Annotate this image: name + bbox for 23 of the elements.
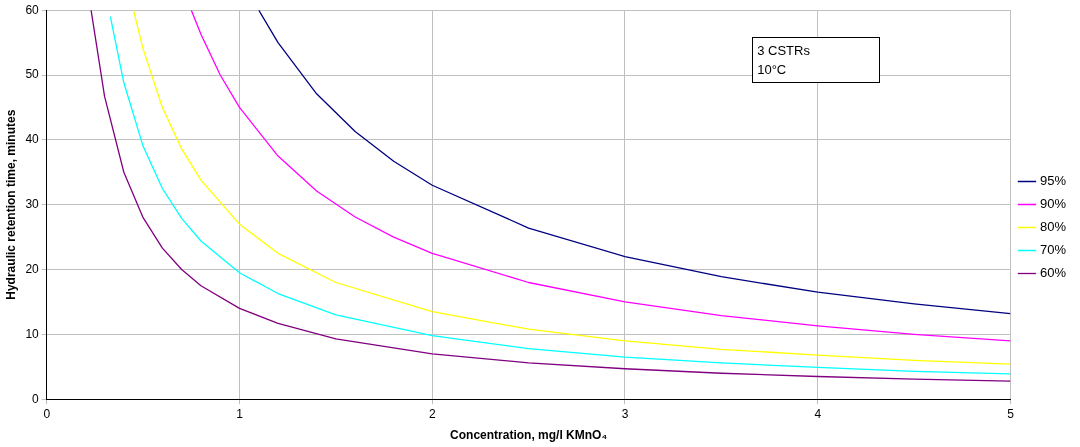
note-box: 3 CSTRs 10°C [752,37,881,84]
x-tick-label: 0 [43,406,51,421]
annotation: 10°C [757,61,788,80]
y-tick-label: 50 [25,67,40,82]
y-tick-label: 40 [25,132,40,147]
x-tick-label: 3 [621,406,629,421]
legend-label: 60% [1039,265,1067,281]
y-axis-title: Hydraulic retention time, minutes [3,109,18,300]
x-tick-label: 1 [236,406,244,421]
y-tick-label: 30 [25,197,40,212]
legend-label: 80% [1039,219,1067,235]
y-tick-label: 10 [25,326,40,341]
y-tick-label: 20 [25,261,40,276]
y-tick-label: 0 [32,391,40,406]
annotation: 3 CSTRs [757,42,811,61]
x-tick-label: 4 [814,406,822,421]
legend-label: 70% [1039,242,1067,258]
legend-label: 90% [1039,196,1067,212]
x-tick-label: 5 [1007,406,1015,421]
x-tick-label: 2 [428,406,436,421]
x-axis-title: Concentration, mg/l KMnO₄ [450,428,608,443]
y-tick-label: 60 [25,2,40,17]
legend-label: 95% [1039,173,1067,189]
